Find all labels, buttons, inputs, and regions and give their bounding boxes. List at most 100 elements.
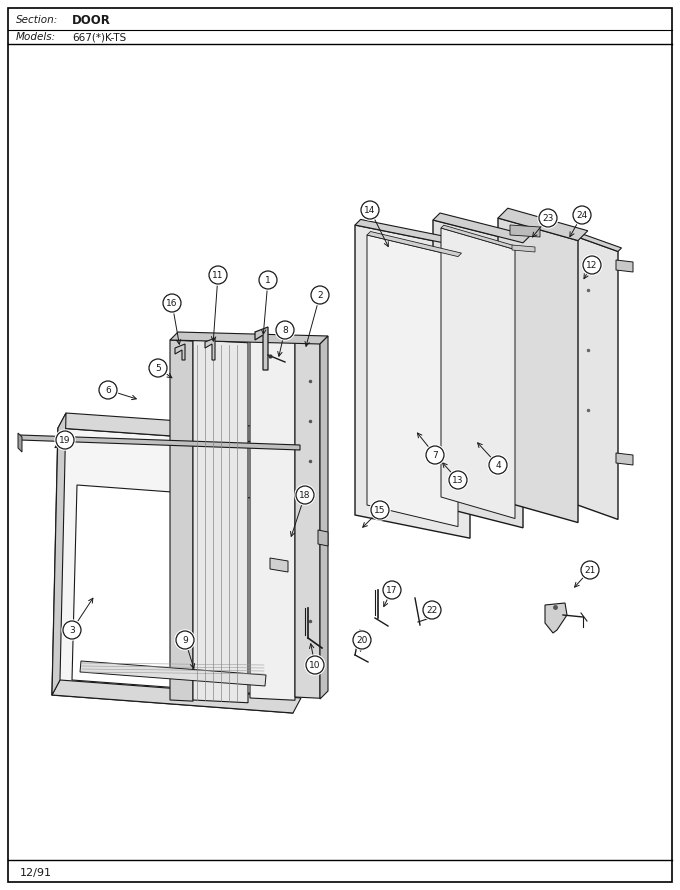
Circle shape — [275, 320, 295, 340]
Text: 14: 14 — [364, 206, 375, 214]
Polygon shape — [441, 225, 517, 249]
Polygon shape — [367, 231, 462, 256]
Circle shape — [370, 500, 390, 520]
Circle shape — [149, 359, 167, 377]
Circle shape — [311, 286, 329, 304]
Circle shape — [209, 266, 227, 284]
Circle shape — [148, 358, 168, 378]
Circle shape — [295, 485, 315, 505]
Circle shape — [176, 631, 194, 649]
Circle shape — [276, 321, 294, 339]
Polygon shape — [433, 220, 523, 528]
Circle shape — [425, 445, 445, 465]
Text: 11: 11 — [212, 271, 224, 279]
Polygon shape — [512, 245, 535, 252]
Polygon shape — [52, 428, 300, 713]
Circle shape — [353, 631, 371, 649]
Circle shape — [583, 256, 601, 274]
Text: 4: 4 — [495, 460, 500, 470]
Polygon shape — [616, 260, 633, 272]
Circle shape — [382, 580, 402, 600]
Circle shape — [62, 620, 82, 640]
Text: 18: 18 — [299, 490, 311, 499]
Circle shape — [361, 201, 379, 219]
Circle shape — [352, 630, 372, 650]
Circle shape — [149, 359, 167, 377]
Text: 12/91: 12/91 — [20, 868, 52, 878]
Circle shape — [539, 209, 557, 227]
Text: 2: 2 — [317, 290, 323, 300]
Circle shape — [311, 286, 329, 304]
Polygon shape — [545, 603, 567, 633]
Text: 22: 22 — [426, 605, 438, 614]
Circle shape — [580, 560, 600, 580]
Circle shape — [99, 381, 117, 399]
Circle shape — [306, 656, 324, 674]
Circle shape — [305, 655, 325, 675]
Circle shape — [383, 581, 401, 599]
Text: 24: 24 — [577, 211, 588, 220]
Circle shape — [162, 293, 182, 313]
Circle shape — [581, 561, 599, 579]
Polygon shape — [498, 218, 578, 522]
Polygon shape — [295, 337, 320, 699]
Circle shape — [423, 601, 441, 619]
Circle shape — [310, 285, 330, 305]
Text: 20: 20 — [356, 635, 368, 644]
Circle shape — [573, 206, 591, 224]
Circle shape — [258, 270, 278, 290]
Polygon shape — [52, 680, 301, 713]
Polygon shape — [558, 226, 622, 252]
Polygon shape — [270, 558, 288, 572]
Circle shape — [175, 630, 195, 650]
Circle shape — [176, 631, 194, 649]
Circle shape — [539, 209, 557, 227]
Circle shape — [423, 601, 441, 619]
Circle shape — [259, 271, 277, 289]
Circle shape — [163, 294, 181, 312]
Circle shape — [582, 255, 602, 275]
Text: Models:: Models: — [16, 32, 56, 42]
Polygon shape — [175, 344, 185, 360]
Text: 7: 7 — [432, 450, 438, 459]
Circle shape — [371, 501, 389, 519]
Circle shape — [360, 200, 380, 220]
Circle shape — [276, 321, 294, 339]
Circle shape — [208, 265, 228, 285]
Text: 10: 10 — [309, 660, 321, 669]
Circle shape — [63, 621, 81, 639]
Text: 15: 15 — [374, 506, 386, 514]
Polygon shape — [318, 530, 328, 546]
Text: 21: 21 — [584, 565, 596, 575]
Circle shape — [489, 456, 507, 474]
Circle shape — [55, 430, 75, 450]
Text: 13: 13 — [452, 475, 464, 484]
Polygon shape — [170, 340, 193, 701]
Circle shape — [371, 501, 389, 519]
Circle shape — [383, 581, 401, 599]
Circle shape — [63, 621, 81, 639]
Circle shape — [572, 205, 592, 225]
Circle shape — [98, 380, 118, 400]
Circle shape — [488, 455, 508, 475]
Text: 3: 3 — [69, 626, 75, 635]
Circle shape — [489, 456, 507, 474]
Polygon shape — [20, 435, 300, 450]
Circle shape — [99, 381, 117, 399]
Circle shape — [353, 631, 371, 649]
Text: 6: 6 — [105, 385, 111, 394]
Text: 9: 9 — [182, 635, 188, 644]
Circle shape — [56, 431, 74, 449]
Circle shape — [449, 471, 467, 489]
Circle shape — [583, 256, 601, 274]
Polygon shape — [498, 208, 588, 240]
Text: 16: 16 — [166, 298, 177, 308]
Polygon shape — [72, 485, 280, 695]
Polygon shape — [255, 327, 268, 370]
Circle shape — [449, 471, 467, 489]
Circle shape — [296, 486, 314, 504]
Circle shape — [296, 486, 314, 504]
Polygon shape — [355, 220, 475, 248]
Polygon shape — [58, 413, 308, 445]
Polygon shape — [367, 235, 458, 527]
